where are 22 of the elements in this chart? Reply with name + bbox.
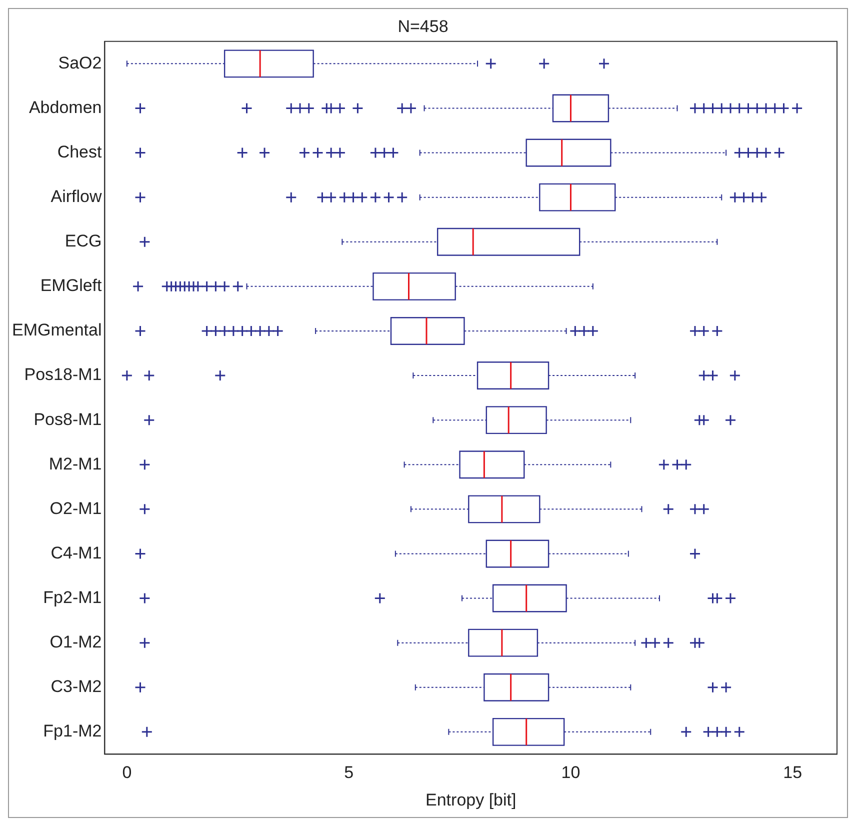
y-tick-label: Abdomen bbox=[28, 98, 102, 117]
y-tick-label: Chest bbox=[57, 142, 102, 162]
y-tick-label: C3-M2 bbox=[50, 677, 102, 696]
y-tick-label: Pos18-M1 bbox=[24, 365, 102, 384]
y-tick-label: O1-M2 bbox=[50, 632, 102, 652]
y-tick-label: EMGmental bbox=[12, 320, 102, 340]
y-tick-label: O2-M1 bbox=[50, 498, 102, 518]
x-tick-label: 5 bbox=[344, 763, 354, 782]
y-tick-label: Pos8-M1 bbox=[34, 410, 102, 429]
y-tick-label: Fp1-M2 bbox=[43, 722, 102, 741]
x-tick-label: 15 bbox=[783, 763, 802, 782]
y-tick-label: C4-M1 bbox=[50, 543, 102, 562]
y-tick-label: ECG bbox=[64, 232, 102, 251]
chart-title: N=458 bbox=[398, 16, 448, 36]
y-tick-label: Fp2-M1 bbox=[43, 588, 102, 607]
x-tick-label: 10 bbox=[561, 763, 580, 782]
y-tick-label: SaO2 bbox=[58, 53, 102, 72]
y-tick-label: EMGleft bbox=[40, 276, 102, 296]
y-tick-label: M2-M1 bbox=[48, 454, 102, 474]
x-tick-label: 0 bbox=[122, 763, 132, 782]
x-axis-title: Entropy [bit] bbox=[426, 790, 516, 810]
y-tick-label: Airflow bbox=[50, 187, 102, 206]
